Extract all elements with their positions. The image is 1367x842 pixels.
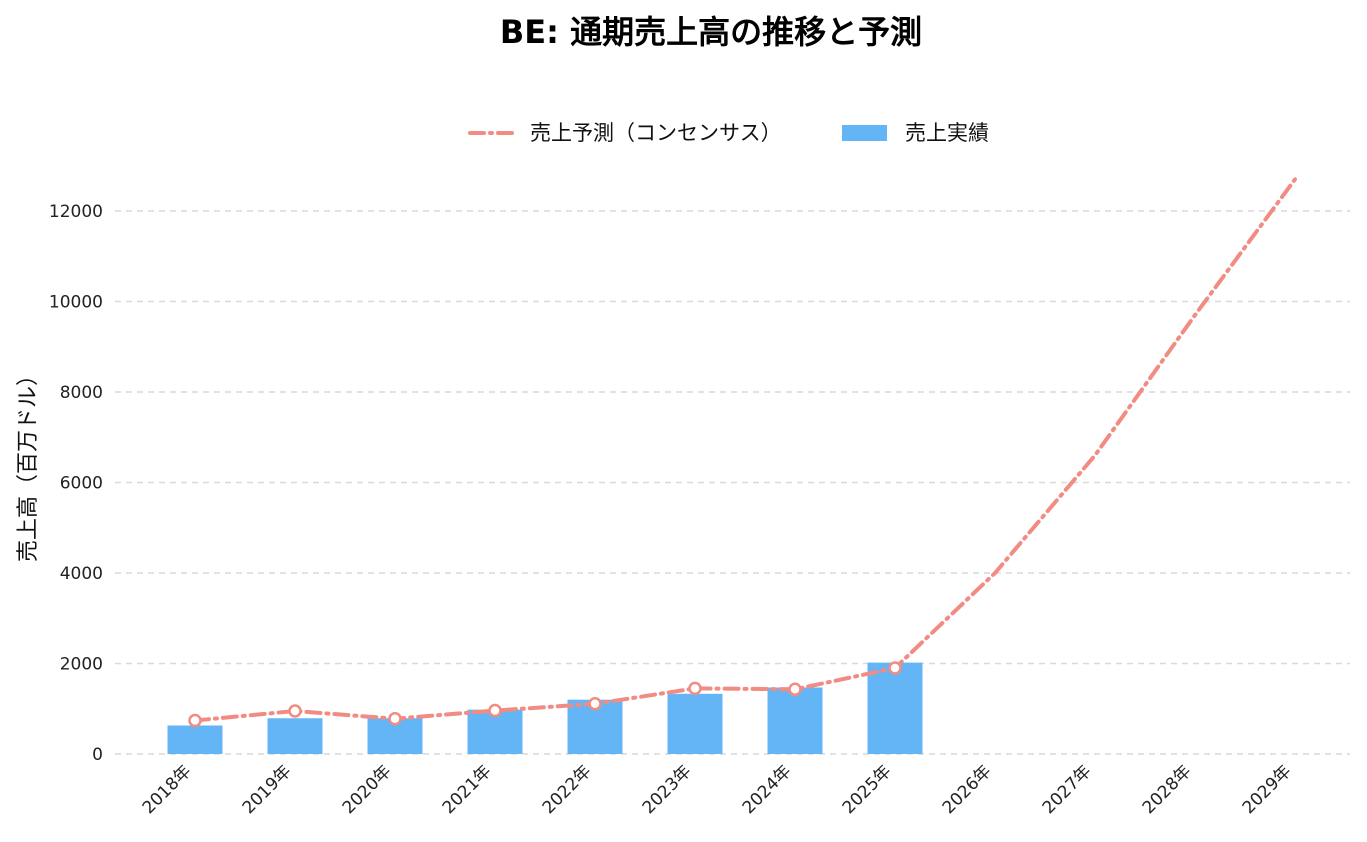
forecast-revenue-line <box>188 177 1297 728</box>
x-tick-label: 2028年 <box>1139 761 1196 818</box>
legend-actual-swatch <box>842 125 887 141</box>
x-tick-label: 2019年 <box>239 761 296 818</box>
x-axis-ticks: 2018年 2019年 2020年 2021年 2022年 2023年 2024年 2025年… <box>139 761 1296 818</box>
x-tick-label: 2027年 <box>1039 761 1096 818</box>
forecast-point <box>288 704 302 718</box>
y-tick-label: 6000 <box>60 474 103 494</box>
actual-revenue-bar <box>767 687 823 754</box>
chart-title: BE: 通期売上高の推移と予測 <box>500 13 922 51</box>
actual-revenue-bar <box>667 693 723 754</box>
y-tick-label: 0 <box>92 745 103 765</box>
x-tick-label: 2024年 <box>739 761 796 818</box>
legend-actual-label: 売上実績 <box>905 121 989 145</box>
actual-revenue-bar <box>167 725 223 754</box>
x-tick-label: 2026年 <box>939 761 996 818</box>
legend-forecast-label: 売上予測（コンセンサス） <box>530 121 782 145</box>
y-tick-label: 8000 <box>60 383 103 403</box>
actual-revenue-bar <box>267 718 323 754</box>
x-tick-label: 2018年 <box>139 761 196 818</box>
y-tick-label: 2000 <box>60 655 103 675</box>
forecast-point <box>488 703 502 718</box>
forecast-point <box>888 661 902 675</box>
forecast-point <box>788 682 802 697</box>
y-axis-ticks: 0 2000 4000 6000 8000 10000 12000 <box>49 202 103 765</box>
gridlines <box>115 210 1350 755</box>
x-tick-label: 2025年 <box>839 761 896 818</box>
forecast-line-path <box>193 177 1297 723</box>
y-axis-label: 売上高（百万ドル） <box>16 364 41 562</box>
y-tick-label: 12000 <box>49 202 103 222</box>
chart-legend: 売上予測（コンセンサス） 売上実績 <box>468 121 989 145</box>
forecast-point <box>188 713 202 728</box>
x-tick-label: 2029年 <box>1239 761 1296 818</box>
y-tick-label: 4000 <box>60 564 103 584</box>
forecast-point <box>388 711 402 726</box>
x-tick-label: 2022年 <box>539 761 596 818</box>
forecast-point <box>588 697 602 711</box>
x-tick-label: 2021年 <box>439 761 496 818</box>
forecast-point <box>688 681 702 696</box>
actual-revenue-bar <box>867 662 923 754</box>
x-tick-label: 2023年 <box>639 761 696 818</box>
y-tick-label: 10000 <box>49 293 103 313</box>
x-tick-label: 2020年 <box>339 761 396 818</box>
